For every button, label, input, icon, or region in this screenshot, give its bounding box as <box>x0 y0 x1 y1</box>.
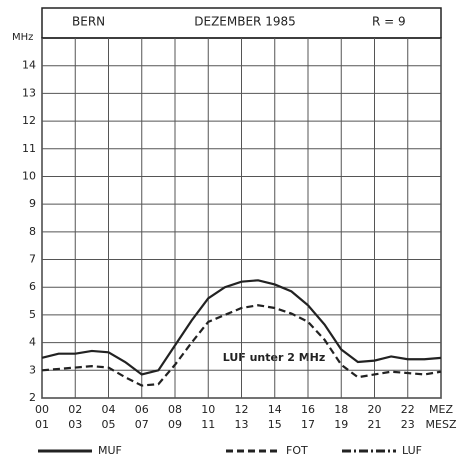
series-line <box>41 304 442 387</box>
y-tick-label: 14 <box>22 59 36 72</box>
x2-tick-label: 23 <box>401 418 415 431</box>
y-tick-label: 2 <box>29 391 36 404</box>
x2-tick-label: 11 <box>201 418 215 431</box>
place: BERN <box>72 15 105 29</box>
y-tick-label: 6 <box>29 280 36 293</box>
x-tick-label: 22 <box>401 403 415 416</box>
x-tick-label: MEZ <box>429 403 453 416</box>
x2-tick-label: 01 <box>35 418 49 431</box>
y-tick-label: 8 <box>29 225 36 238</box>
x-tick-label: 10 <box>201 403 215 416</box>
x2-tick-label: 09 <box>168 418 182 431</box>
x-tick-label: 12 <box>235 403 249 416</box>
y-axis-label: MHz <box>12 32 33 43</box>
y-tick-label: 9 <box>29 197 36 210</box>
x2-tick-label: 21 <box>368 418 382 431</box>
x-tick-label: 20 <box>368 403 382 416</box>
x-tick-label: 16 <box>301 403 315 416</box>
y-tick-label: 3 <box>29 363 36 376</box>
x2-tick-label: 19 <box>334 418 348 431</box>
y-tick-label: 13 <box>22 86 36 99</box>
x-tick-label: 02 <box>68 403 82 416</box>
sunspot-number: R = 9 <box>372 15 406 29</box>
x2-tick-label: 05 <box>102 418 116 431</box>
y-tick-label: 7 <box>29 253 36 266</box>
x2-tick-label: 15 <box>268 418 282 431</box>
legend-label: FOT <box>286 444 308 457</box>
y-tick-label: 11 <box>22 142 36 155</box>
y-tick-label: 12 <box>22 114 36 127</box>
x-tick-label: 06 <box>135 403 149 416</box>
x-tick-label: 14 <box>268 403 282 416</box>
x2-tick-label: 03 <box>68 418 82 431</box>
x-tick-label: 18 <box>334 403 348 416</box>
series-line <box>41 279 442 376</box>
y-tick-label: 5 <box>29 308 36 321</box>
x2-tick-label: 17 <box>301 418 315 431</box>
x2-tick-label: 07 <box>135 418 149 431</box>
legend-label: MUF <box>98 444 122 457</box>
annotation: LUF unter 2 MHz <box>223 351 326 364</box>
x-tick-label: 00 <box>35 403 49 416</box>
x2-tick-label: MESZ <box>426 418 457 431</box>
y-tick-label: 4 <box>29 336 36 349</box>
legend-label: LUF <box>402 444 422 457</box>
chart-title: DEZEMBER 1985 <box>194 15 295 29</box>
y-tick-label: 10 <box>22 169 36 182</box>
x-tick-label: 08 <box>168 403 182 416</box>
x2-tick-label: 13 <box>235 418 249 431</box>
x-tick-label: 04 <box>102 403 116 416</box>
